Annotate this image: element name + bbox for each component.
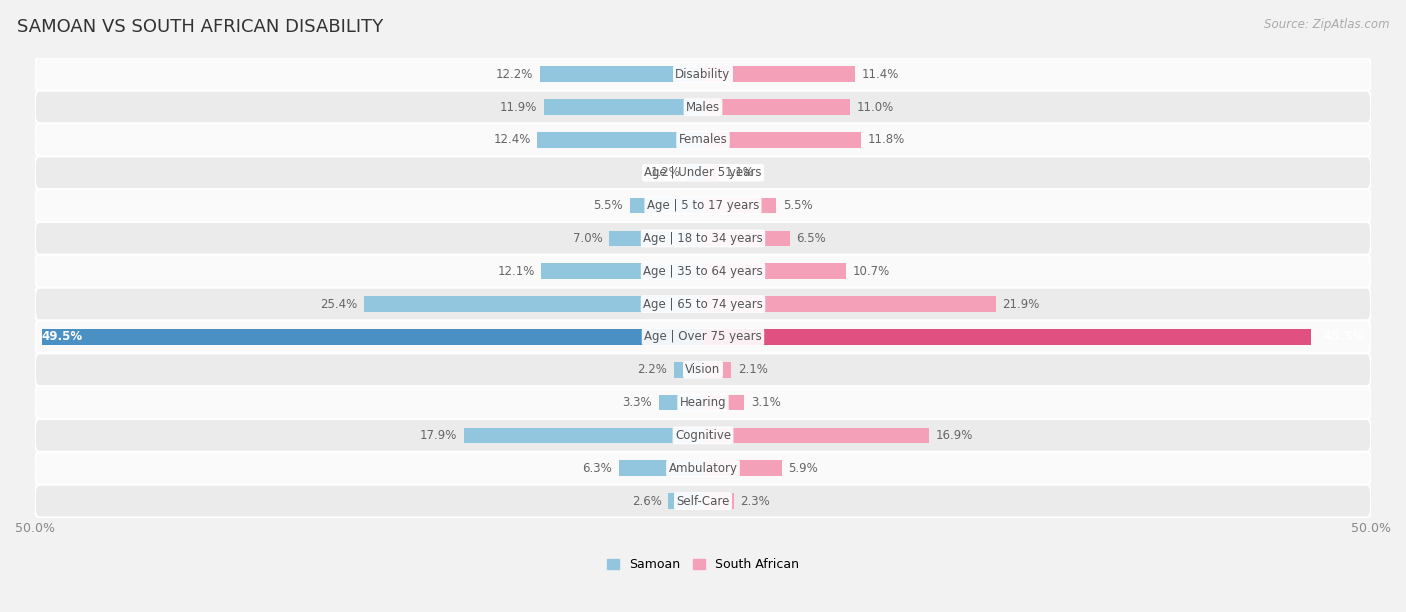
Bar [703,296,995,312]
Bar [703,362,731,378]
Bar [703,460,782,476]
Bar [703,132,860,148]
Text: 1.2%: 1.2% [651,166,681,179]
Text: Age | 5 to 17 years: Age | 5 to 17 years [647,199,759,212]
Bar [609,231,703,246]
Text: Hearing: Hearing [679,396,727,409]
FancyBboxPatch shape [35,222,1371,255]
Bar [703,493,734,509]
Text: 21.9%: 21.9% [1002,297,1039,311]
Text: 1.1%: 1.1% [724,166,754,179]
Text: Age | 18 to 34 years: Age | 18 to 34 years [643,232,763,245]
Bar [541,263,703,279]
Text: 45.5%: 45.5% [1323,330,1364,343]
Text: 16.9%: 16.9% [935,429,973,442]
Text: Age | 65 to 74 years: Age | 65 to 74 years [643,297,763,311]
Bar [630,198,703,214]
Text: SAMOAN VS SOUTH AFRICAN DISABILITY: SAMOAN VS SOUTH AFRICAN DISABILITY [17,18,382,36]
Bar [703,99,851,115]
Bar [464,428,703,443]
Text: Age | Under 5 years: Age | Under 5 years [644,166,762,179]
Text: 5.9%: 5.9% [789,462,818,475]
Bar [42,329,703,345]
Text: 7.0%: 7.0% [574,232,603,245]
Bar [703,263,846,279]
Text: 6.3%: 6.3% [582,462,612,475]
Bar [364,296,703,312]
Bar [544,99,703,115]
Bar [619,460,703,476]
Bar [703,329,1310,345]
Text: 5.5%: 5.5% [593,199,623,212]
Text: Females: Females [679,133,727,146]
Text: Vision: Vision [685,364,721,376]
Text: 6.5%: 6.5% [797,232,827,245]
Text: 12.4%: 12.4% [494,133,530,146]
Text: Disability: Disability [675,68,731,81]
FancyBboxPatch shape [35,91,1371,124]
Bar [703,198,776,214]
FancyBboxPatch shape [35,189,1371,222]
Bar [688,165,703,181]
Legend: Samoan, South African: Samoan, South African [606,558,800,571]
Text: 10.7%: 10.7% [852,265,890,278]
Bar [659,395,703,411]
Text: 11.0%: 11.0% [856,100,894,114]
Text: Cognitive: Cognitive [675,429,731,442]
FancyBboxPatch shape [35,452,1371,485]
Text: 12.1%: 12.1% [498,265,534,278]
Text: 3.3%: 3.3% [623,396,652,409]
Text: 2.6%: 2.6% [631,494,662,507]
FancyBboxPatch shape [35,124,1371,156]
FancyBboxPatch shape [35,353,1371,386]
Text: Males: Males [686,100,720,114]
Text: 11.9%: 11.9% [501,100,537,114]
FancyBboxPatch shape [35,419,1371,452]
Text: Source: ZipAtlas.com: Source: ZipAtlas.com [1264,18,1389,31]
Text: Age | 35 to 64 years: Age | 35 to 64 years [643,265,763,278]
Text: 11.8%: 11.8% [868,133,904,146]
Bar [537,132,703,148]
Text: Age | Over 75 years: Age | Over 75 years [644,330,762,343]
Text: Self-Care: Self-Care [676,494,730,507]
Text: 2.1%: 2.1% [738,364,768,376]
Text: Ambulatory: Ambulatory [668,462,738,475]
Text: 12.2%: 12.2% [496,68,533,81]
Bar [673,362,703,378]
Bar [668,493,703,509]
FancyBboxPatch shape [35,288,1371,321]
Bar [703,395,744,411]
Text: 2.3%: 2.3% [741,494,770,507]
Text: 5.5%: 5.5% [783,199,813,212]
Text: 11.4%: 11.4% [862,68,900,81]
Text: 3.1%: 3.1% [751,396,780,409]
FancyBboxPatch shape [35,485,1371,518]
Text: 17.9%: 17.9% [420,429,457,442]
Bar [703,231,790,246]
FancyBboxPatch shape [35,58,1371,91]
FancyBboxPatch shape [35,386,1371,419]
FancyBboxPatch shape [35,321,1371,353]
Bar [703,66,855,82]
FancyBboxPatch shape [35,255,1371,288]
Text: 49.5%: 49.5% [42,330,83,343]
Text: 2.2%: 2.2% [637,364,666,376]
Bar [540,66,703,82]
Bar [703,428,929,443]
Text: 25.4%: 25.4% [319,297,357,311]
FancyBboxPatch shape [35,156,1371,189]
Bar [703,165,717,181]
